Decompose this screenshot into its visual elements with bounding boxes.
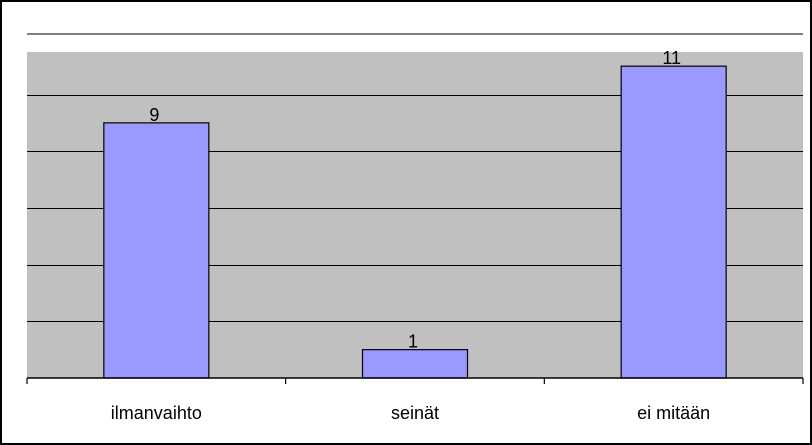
bar-1 — [103, 122, 210, 379]
x-tick-label-2: seinät — [391, 403, 439, 423]
data-label-1: 9 — [149, 105, 159, 125]
data-label-3: 11 — [662, 48, 681, 68]
x-tick-labels: ilmanvaihto seinät ei mitään — [111, 403, 710, 423]
data-label-2: 1 — [408, 332, 418, 352]
bar-2 — [361, 349, 469, 379]
bars — [103, 65, 727, 379]
bar-3 — [620, 65, 727, 379]
x-tick-label-3: ei mitään — [637, 403, 710, 423]
x-axis — [26, 377, 804, 384]
x-tick-label-1: ilmanvaihto — [111, 403, 202, 423]
